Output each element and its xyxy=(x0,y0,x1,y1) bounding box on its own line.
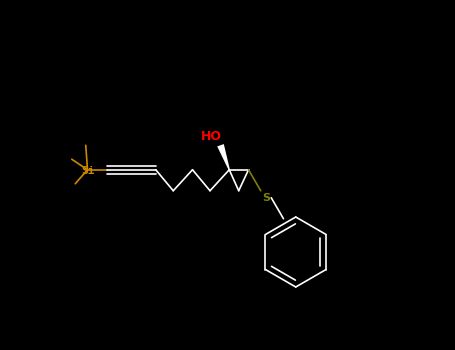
Text: HO: HO xyxy=(201,130,222,143)
Text: Si: Si xyxy=(81,167,95,176)
Polygon shape xyxy=(217,144,230,170)
Text: S: S xyxy=(262,193,270,203)
